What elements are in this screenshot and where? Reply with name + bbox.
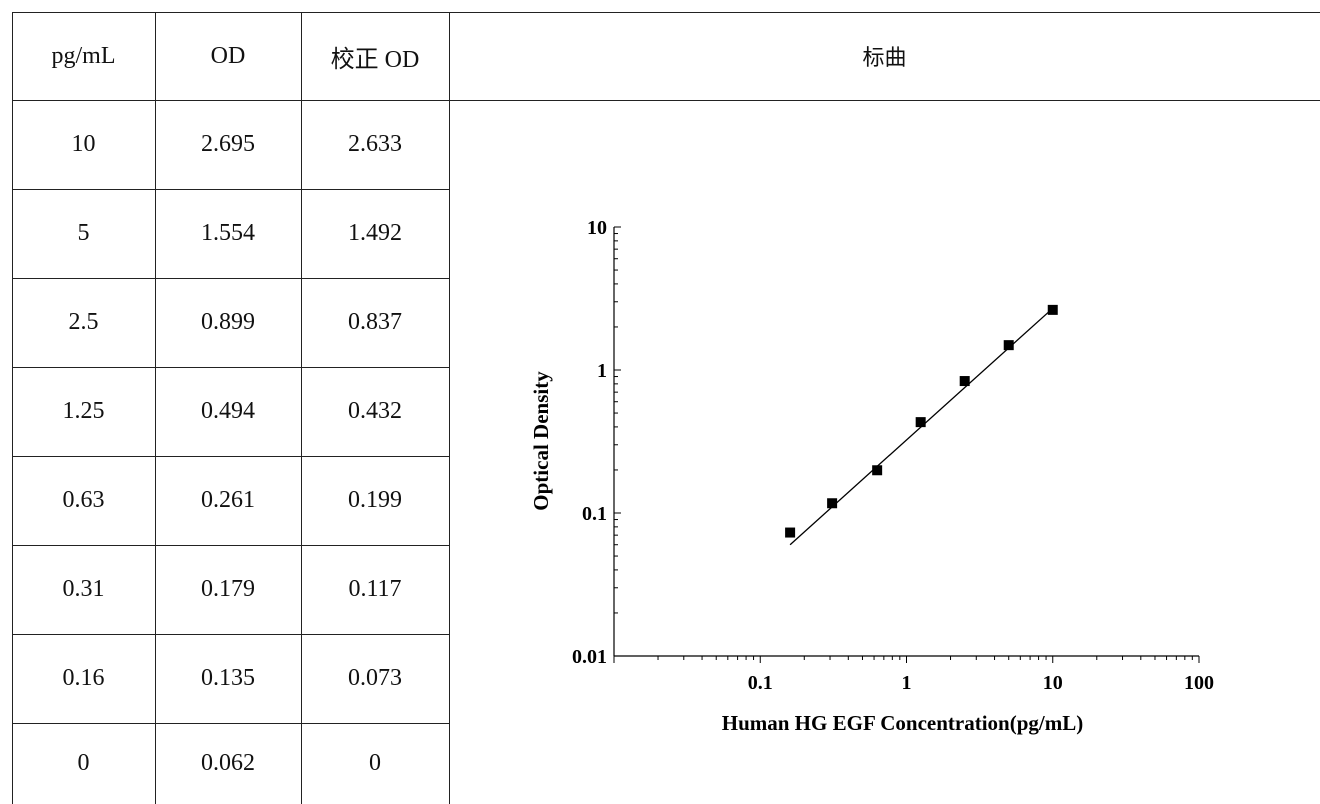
cell-corrected-od: 0.432 bbox=[348, 398, 402, 424]
axes bbox=[613, 226, 1200, 663]
cell-concentration: 0 bbox=[77, 750, 90, 776]
cell-concentration: 0.63 bbox=[62, 487, 105, 513]
data-point bbox=[915, 417, 926, 428]
data-point bbox=[1003, 340, 1014, 351]
column-divider bbox=[155, 12, 156, 804]
x-axis-title: Human HG EGF Concentration(pg/mL) bbox=[722, 711, 1083, 735]
header-corrected-od: 校正 OD bbox=[330, 46, 420, 73]
header-concentration: pg/mL bbox=[51, 42, 116, 69]
column-divider bbox=[301, 12, 302, 804]
cell-corrected-od: 2.633 bbox=[348, 131, 402, 157]
row-divider bbox=[12, 723, 449, 724]
cell-corrected-od: 0.117 bbox=[348, 576, 402, 602]
cell-concentration: 10 bbox=[71, 131, 96, 157]
y-tick-label: 10 bbox=[587, 217, 607, 239]
cell-corrected-od: 0.199 bbox=[348, 487, 402, 513]
cell-corrected-od: 0.837 bbox=[348, 309, 402, 335]
cell-concentration: 0.16 bbox=[62, 665, 105, 691]
data-point bbox=[827, 498, 838, 509]
row-divider bbox=[12, 367, 449, 368]
row-divider bbox=[12, 456, 449, 457]
x-tick-label: 0.1 bbox=[748, 672, 773, 694]
row-divider bbox=[12, 189, 449, 190]
data-point bbox=[959, 376, 970, 387]
cell-od: 2.695 bbox=[201, 131, 255, 157]
row-divider bbox=[12, 278, 449, 279]
column-divider bbox=[449, 12, 450, 804]
y-tick-label: 0.1 bbox=[582, 503, 607, 525]
y-tick-label: 0.01 bbox=[572, 646, 607, 668]
cell-od: 0.062 bbox=[201, 750, 255, 776]
cell-od: 0.135 bbox=[201, 665, 255, 691]
chart-header: 标曲 bbox=[862, 46, 907, 71]
cell-concentration: 2.5 bbox=[68, 309, 99, 335]
y-axis-title: Optical Density bbox=[529, 371, 553, 511]
cell-od: 0.179 bbox=[201, 576, 255, 602]
cell-corrected-od: 0 bbox=[369, 750, 381, 776]
row-divider bbox=[12, 545, 449, 546]
cell-od: 0.494 bbox=[201, 398, 255, 424]
row-divider bbox=[12, 634, 449, 635]
cell-od: 1.554 bbox=[201, 220, 255, 246]
axis-labels: 0.1 1 10 100 0.01 0.1 1 10 Human HG EGF Concentr… bbox=[529, 217, 1214, 735]
data-point bbox=[785, 527, 796, 538]
cell-concentration: 1.25 bbox=[62, 398, 105, 424]
data-marks bbox=[785, 304, 1058, 546]
header-od: OD bbox=[210, 42, 246, 69]
cell-od: 0.899 bbox=[201, 309, 255, 335]
table-top-border bbox=[12, 12, 1320, 13]
header-bottom-border bbox=[12, 100, 1320, 101]
x-tick-label: 100 bbox=[1184, 672, 1214, 694]
cell-concentration: 0.31 bbox=[62, 576, 105, 602]
cell-od: 0.261 bbox=[201, 487, 255, 513]
data-point bbox=[872, 465, 883, 476]
y-tick-label: 1 bbox=[597, 360, 607, 382]
x-tick-label: 1 bbox=[902, 672, 912, 694]
table-left-border bbox=[12, 12, 13, 804]
data-point bbox=[1047, 304, 1058, 315]
cell-corrected-od: 0.073 bbox=[348, 665, 402, 691]
cell-concentration: 5 bbox=[77, 220, 90, 246]
x-tick-label: 10 bbox=[1043, 672, 1063, 694]
cell-corrected-od: 1.492 bbox=[348, 220, 402, 246]
